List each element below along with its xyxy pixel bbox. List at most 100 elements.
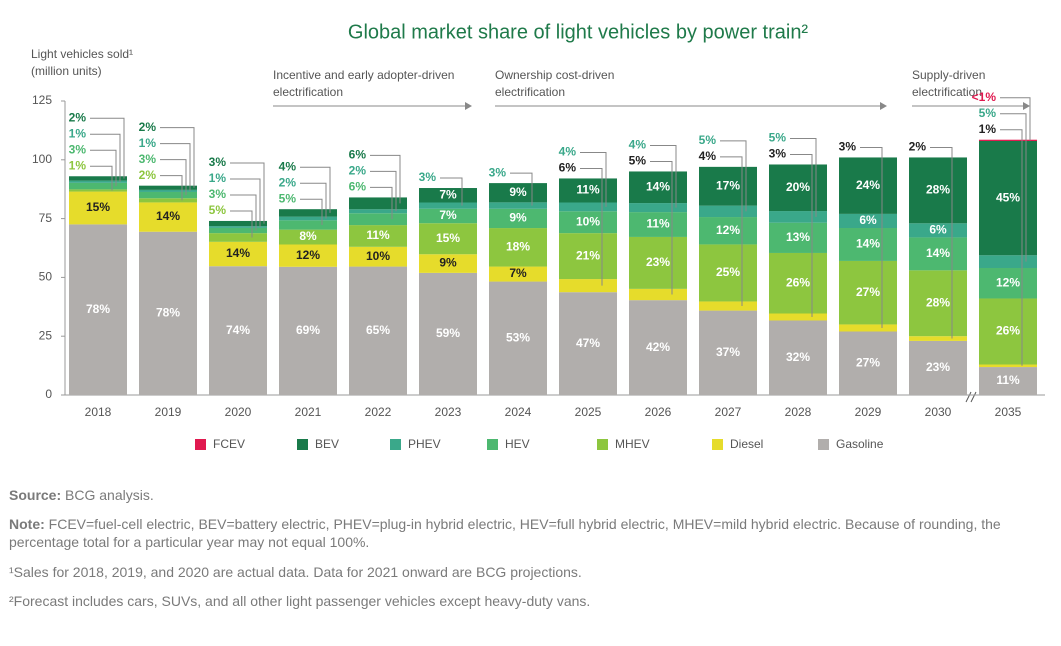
- bar-segment: [349, 225, 407, 247]
- value-label: 9%: [509, 211, 527, 225]
- callout-line: [1000, 129, 1023, 366]
- callout-line: [580, 151, 607, 207]
- callout-label: 3%: [489, 165, 507, 179]
- bar-segment: [279, 220, 337, 230]
- phase-arrowhead: [465, 102, 472, 110]
- callout-label: 3%: [209, 187, 227, 201]
- callout-label: 3%: [769, 147, 787, 161]
- bar-segment: [979, 367, 1037, 395]
- bar-segment: [909, 336, 967, 341]
- y-tick-label: 25: [39, 328, 53, 342]
- callout-line: [300, 182, 327, 219]
- bar-segment: [839, 324, 897, 332]
- callout-line: [160, 143, 191, 191]
- x-tick-label: 2020: [225, 405, 252, 419]
- x-tick-label: 2018: [85, 405, 112, 419]
- callout-line: [790, 153, 813, 317]
- callout-line: [230, 162, 265, 224]
- bar-segment: [629, 171, 687, 204]
- bar-segment: [769, 222, 827, 253]
- bar-segment: [69, 191, 127, 225]
- bar-segment: [629, 300, 687, 395]
- source-text: BCG analysis.: [61, 487, 154, 503]
- bar-segment: [419, 202, 477, 209]
- bar-segment: [69, 182, 127, 190]
- callout-line: [580, 167, 603, 286]
- legend-swatch: [297, 439, 308, 450]
- value-label: 26%: [996, 324, 1020, 338]
- legend-label: FCEV: [213, 437, 245, 451]
- phase-label: electrification: [495, 85, 565, 99]
- value-label: 6%: [929, 223, 947, 237]
- value-label: 37%: [716, 345, 740, 359]
- bar-segment: [69, 224, 127, 395]
- callout-line: [650, 144, 677, 208]
- legend-swatch: [390, 439, 401, 450]
- bar-segment: [559, 202, 617, 212]
- phase-label: electrification: [912, 85, 982, 99]
- callout-label: 1%: [139, 136, 157, 150]
- callout-label: 2%: [139, 168, 157, 182]
- bar-segment: [209, 220, 267, 227]
- value-label: 53%: [506, 330, 530, 344]
- note-text: FCEV=fuel-cell electric, BEV=battery ele…: [9, 516, 1001, 550]
- value-label: 20%: [786, 180, 810, 194]
- x-tick-label: 2035: [995, 405, 1022, 419]
- callout-label: 6%: [349, 180, 367, 194]
- callout-label: 2%: [139, 120, 157, 134]
- bar-segment: [629, 203, 687, 213]
- callout-label: 4%: [699, 149, 717, 163]
- value-label: 15%: [436, 231, 460, 245]
- callout-label: 6%: [349, 148, 367, 162]
- legend-swatch: [818, 439, 829, 450]
- callout-line: [790, 137, 817, 217]
- bar-segment: [629, 288, 687, 301]
- callout-line: [1000, 97, 1031, 141]
- callout-label: 2%: [69, 110, 87, 124]
- legend-swatch: [487, 439, 498, 450]
- value-label: 10%: [576, 214, 600, 228]
- value-label: 78%: [156, 306, 180, 320]
- phase-label: electrification: [273, 85, 343, 99]
- x-tick-label: 2023: [435, 405, 462, 419]
- bar-segment: [489, 266, 547, 282]
- legend-label: Diesel: [730, 437, 763, 451]
- value-label: 11%: [646, 217, 670, 231]
- bar-segment: [349, 209, 407, 214]
- bar-segment: [279, 266, 337, 395]
- x-tick-label: 2029: [855, 405, 882, 419]
- bar-segment: [139, 231, 197, 395]
- value-label: 74%: [226, 323, 250, 337]
- source: Source: BCG analysis.: [9, 486, 1049, 504]
- callout-label: 1%: [979, 122, 997, 136]
- bar-segment: [979, 140, 1037, 256]
- y-axis-title: (million units): [31, 64, 102, 78]
- bar-segment: [699, 244, 757, 302]
- bar-segment: [349, 197, 407, 210]
- bar-segment: [839, 228, 897, 261]
- value-label: 28%: [926, 295, 950, 309]
- callout-line: [160, 127, 195, 188]
- value-label: 78%: [86, 302, 110, 316]
- source-label: Source:: [9, 487, 62, 503]
- legend-label: Gasoline: [836, 437, 884, 451]
- value-label: 45%: [996, 190, 1020, 204]
- bar-segment: [139, 202, 197, 232]
- bar-segment: [349, 266, 407, 395]
- callout-label: 2%: [349, 164, 367, 178]
- y-axis-title: Light vehicles sold¹: [31, 47, 133, 61]
- bar-segment: [629, 236, 687, 289]
- callout-line: [300, 166, 331, 213]
- bar-segment: [489, 202, 547, 209]
- callout-line: [370, 170, 397, 212]
- value-label: 7%: [439, 187, 457, 201]
- value-label: 14%: [856, 237, 880, 251]
- callout-line: [90, 165, 113, 191]
- callout-line: [230, 210, 253, 238]
- bar-segment: [139, 191, 197, 199]
- value-label: 12%: [296, 248, 320, 262]
- value-label: 23%: [926, 360, 950, 374]
- bar-segment: [699, 310, 757, 395]
- value-label: 18%: [506, 239, 530, 253]
- callout-line: [90, 149, 117, 187]
